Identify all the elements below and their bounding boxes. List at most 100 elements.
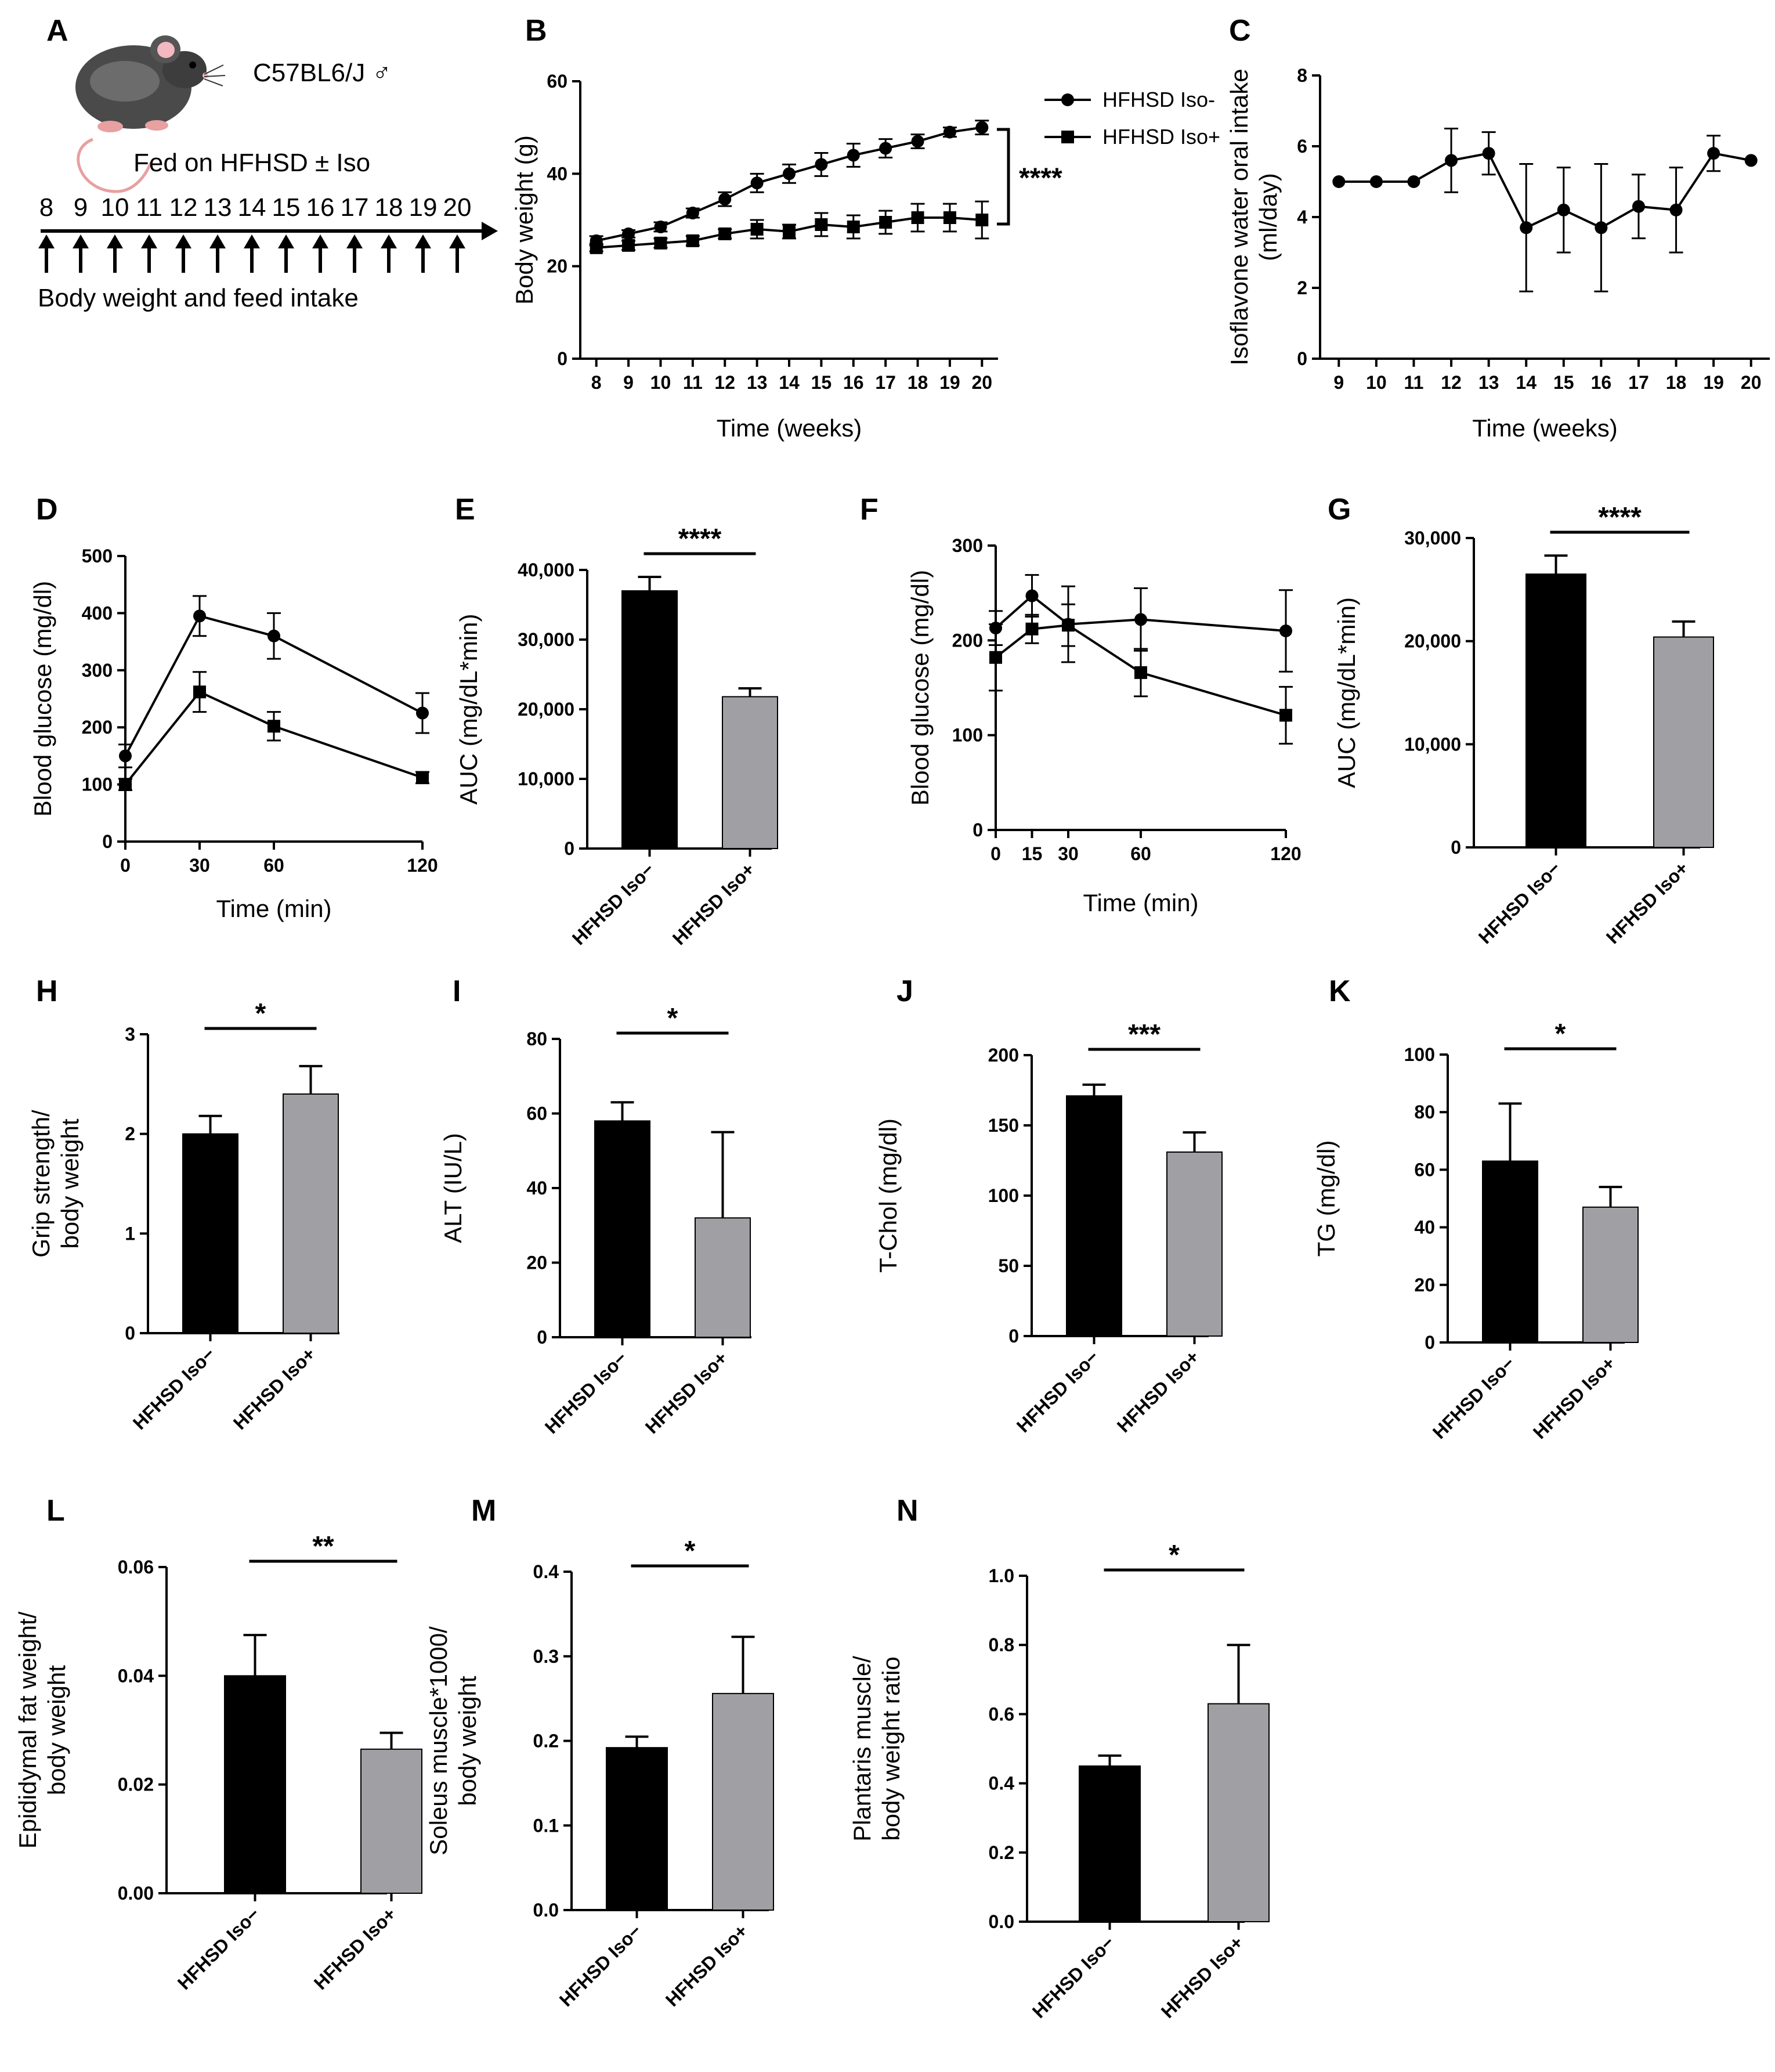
data-point-square — [879, 215, 892, 229]
y-tick-label: 300 — [82, 660, 113, 681]
y-tick-label: 40 — [1414, 1217, 1435, 1238]
panel-letter-f: F — [860, 493, 879, 526]
y-tick-label: 400 — [82, 602, 113, 623]
y-axis-label: body weight — [56, 1118, 84, 1248]
data-point-circle — [1595, 221, 1608, 234]
y-tick-label: 0.3 — [533, 1646, 559, 1667]
y-tick-label: 20 — [1414, 1275, 1435, 1295]
data-point-square — [686, 234, 699, 247]
x-tick-label: 10 — [650, 372, 671, 393]
data-point-square — [1061, 131, 1074, 143]
y-tick-label: 100 — [952, 725, 983, 746]
panel-letter-c: C — [1229, 14, 1251, 48]
data-point-circle — [686, 207, 699, 220]
data-point-square — [1279, 709, 1292, 722]
series-line — [1339, 151, 1752, 229]
bar — [1482, 1160, 1538, 1344]
y-tick-label: 100 — [82, 774, 113, 795]
significance-stars: * — [685, 1536, 696, 1566]
data-point-circle — [911, 135, 924, 148]
data-point-square — [815, 218, 828, 231]
x-axis-label: Time (weeks) — [1472, 414, 1617, 442]
panel-letter-l: L — [46, 1494, 65, 1528]
data-point-square — [718, 227, 732, 240]
chart-panel-l: L 0.00 0.02 0.04 0.06 Epididymal fat weight/b… — [14, 1494, 422, 1994]
data-point-circle — [193, 609, 206, 623]
week-arrow-head — [415, 234, 431, 248]
bar — [1208, 1703, 1270, 1923]
y-axis-label: (ml/day) — [1255, 173, 1282, 261]
y-tick-label: 10,000 — [518, 768, 574, 789]
legend-label: HFHSD Iso- — [1102, 88, 1215, 111]
x-tick-label: 60 — [263, 855, 284, 876]
y-tick-label: 0 — [1297, 348, 1307, 369]
y-tick-label: 60 — [526, 1103, 547, 1124]
x-tick-label: 60 — [1130, 843, 1151, 864]
data-point-circle — [879, 142, 892, 155]
y-axis-label: Grip strength/ — [27, 1110, 55, 1258]
bar — [224, 1675, 286, 1894]
y-tick-label: 3 — [125, 1024, 135, 1045]
data-point-square — [1025, 622, 1039, 636]
y-axis-label: T-Chol (mg/dl) — [874, 1118, 902, 1273]
y-tick-label: 200 — [952, 630, 983, 651]
bar — [621, 590, 678, 849]
series-line — [124, 690, 423, 785]
week-arrow-head — [244, 234, 260, 248]
y-tick-label: 0.0 — [989, 1911, 1014, 1932]
week-number: 9 — [74, 193, 88, 222]
week-arrow-head — [278, 234, 294, 248]
legend: HFHSD Iso- HFHSD Iso+ — [1044, 88, 1220, 149]
y-tick-label: 20 — [526, 1252, 547, 1273]
y-tick-label: 20,000 — [1404, 631, 1461, 652]
y-axis-label: AUC (mg/dL*min) — [1333, 597, 1360, 788]
week-arrow-head — [73, 234, 89, 248]
x-tick-label: 16 — [843, 372, 864, 393]
x-tick-label: 13 — [747, 372, 768, 393]
category-label: HFHSD Iso+ — [1602, 857, 1693, 948]
panel-letter-j: J — [896, 974, 913, 1008]
significance-stars: *** — [1128, 1019, 1161, 1050]
y-tick-label: 30,000 — [1404, 528, 1461, 548]
data-point-square — [590, 241, 603, 254]
y-tick-label: 0.4 — [533, 1561, 559, 1582]
data-point-circle — [1669, 203, 1683, 216]
x-tick-label: 16 — [1591, 372, 1612, 393]
significance-stars: ** — [312, 1531, 334, 1562]
bar — [1166, 1151, 1223, 1337]
y-tick-label: 80 — [526, 1028, 547, 1049]
series-line — [124, 614, 423, 757]
x-axis-label: Time (weeks) — [717, 414, 862, 442]
category-label: HFHSD Iso− — [1429, 1352, 1519, 1443]
y-axis-label: body weight — [454, 1676, 481, 1806]
panel-letter-i: I — [453, 974, 461, 1008]
diet-label: Fed on HFHSD ± Iso — [133, 149, 370, 177]
y-tick-label: 2 — [1297, 277, 1307, 298]
y-tick-label: 20 — [547, 256, 567, 277]
week-number: 8 — [39, 193, 53, 222]
measurement-label: Body weight and feed intake — [38, 284, 359, 312]
data-point-circle — [815, 158, 828, 171]
y-tick-label: 8 — [1297, 65, 1307, 86]
category-label: HFHSD Iso− — [541, 1347, 631, 1438]
series-a — [1332, 128, 1758, 293]
y-tick-label: 0.00 — [118, 1883, 154, 1904]
data-point-square — [847, 220, 860, 233]
chart-panel-h: H 0 1 2 3 Grip strength/body weight HFHSD Iso−… — [27, 974, 339, 1434]
data-point-circle — [1134, 613, 1147, 626]
panel-letter-h: H — [36, 974, 58, 1008]
bar — [722, 696, 778, 850]
x-tick-label: 17 — [1628, 372, 1649, 393]
significance-stars: * — [1169, 1540, 1180, 1571]
y-axis-label: Plantaris muscle/ — [848, 1656, 876, 1842]
x-axis-label: Time (min) — [216, 895, 331, 922]
significance-stars: **** — [678, 524, 722, 554]
data-point-circle — [1025, 589, 1039, 602]
chart-panel-f: F 0 100 200 300 Blood glucose (mg/dl) 0 15 30 60 1… — [860, 493, 1302, 916]
y-tick-label: 4 — [1297, 207, 1307, 228]
y-tick-label: 0.04 — [118, 1665, 154, 1686]
x-tick-label: 15 — [1022, 843, 1043, 864]
data-point-circle — [1445, 154, 1458, 167]
data-point-circle — [1557, 203, 1570, 216]
y-tick-label: 40,000 — [518, 559, 574, 580]
